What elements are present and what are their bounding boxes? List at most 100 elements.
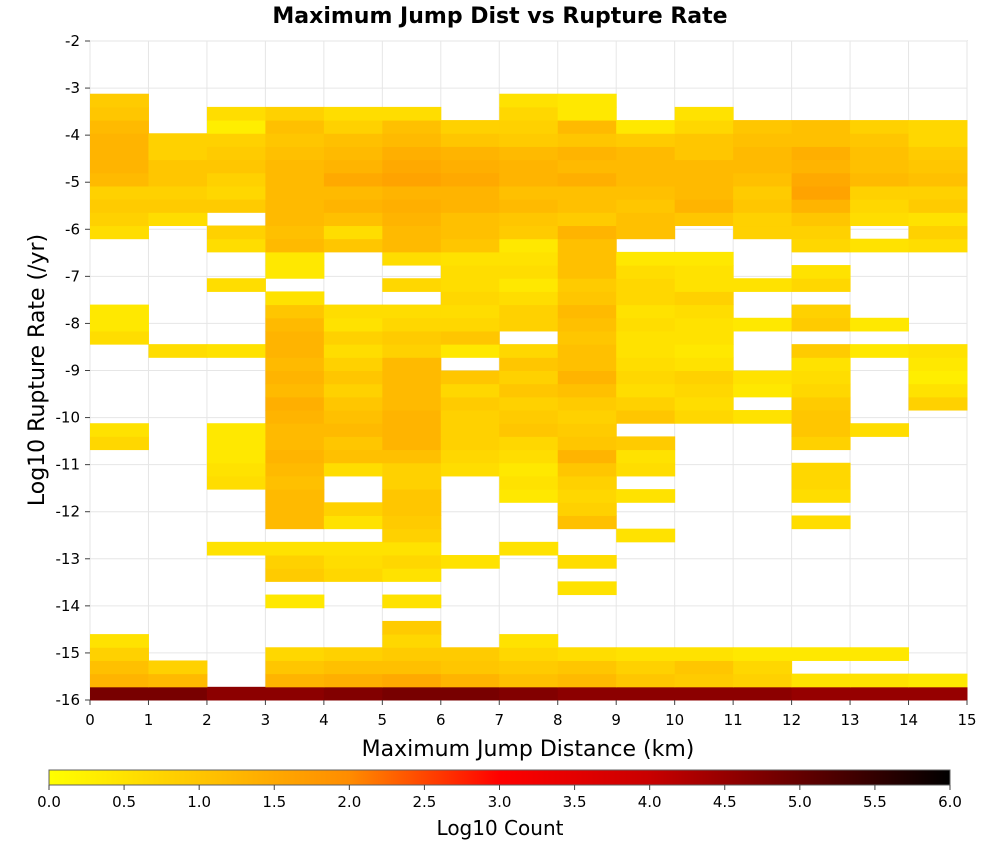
heatmap-cell [616, 278, 676, 292]
heatmap-cell [557, 383, 617, 398]
heatmap-cell [382, 594, 442, 609]
heatmap-cell [148, 673, 208, 688]
y-tick-label: -6 [65, 220, 80, 238]
heatmap-cell [850, 344, 910, 358]
heatmap-cell [557, 278, 617, 292]
heatmap-cell [850, 120, 910, 134]
heatmap-cell [265, 594, 325, 609]
heatmap-cell [733, 146, 793, 161]
heatmap-cell [382, 568, 442, 582]
heatmap-cell [382, 647, 442, 661]
heatmap-cell [908, 185, 968, 200]
heatmap-cell [557, 396, 617, 411]
heatmap-cell [557, 212, 617, 227]
heatmap-cell [733, 660, 793, 675]
heatmap-cell [791, 370, 851, 385]
heatmap-cell [616, 410, 676, 424]
heatmap-cell [323, 515, 383, 530]
heatmap-cell [791, 133, 851, 147]
heatmap-cell [382, 133, 442, 147]
x-tick-label: 11 [724, 711, 743, 729]
heatmap-cell [791, 185, 851, 200]
heatmap-cell [382, 475, 442, 490]
heatmap-cell [674, 146, 734, 161]
heatmap-cell [323, 436, 383, 451]
heatmap-cell [499, 357, 559, 371]
heatmap-cell [440, 370, 500, 385]
heatmap-cell [90, 686, 149, 701]
heatmap-cell [616, 647, 676, 661]
heatmap-cell [440, 199, 500, 213]
x-tick-label: 6 [436, 711, 446, 729]
heatmap-cell [265, 647, 325, 661]
heatmap-cell [265, 199, 325, 213]
y-tick-label: -8 [65, 314, 80, 332]
heatmap-cell [323, 212, 383, 227]
heatmap-cell [674, 185, 734, 200]
heatmap-cell [616, 330, 676, 345]
heatmap-cell [674, 251, 734, 266]
heatmap-cell [382, 304, 442, 319]
heatmap-cell [323, 159, 383, 174]
heatmap-cell [265, 265, 325, 279]
heatmap-cell [791, 686, 851, 701]
heatmap-cell [323, 568, 383, 582]
heatmap-cell [499, 383, 559, 398]
heatmap-cell [323, 660, 383, 675]
heatmap-cell [557, 423, 617, 437]
heatmap-cell [90, 647, 149, 661]
heatmap-cell [148, 185, 208, 200]
heatmap-cell [382, 120, 442, 134]
heatmap-cell [265, 475, 325, 490]
colorbar-tick-label: 3.5 [563, 793, 587, 811]
heatmap-cell [265, 449, 325, 464]
heatmap-cell [206, 686, 266, 701]
colorbar-tick-label: 2.5 [412, 793, 436, 811]
heatmap-cell [382, 370, 442, 385]
heatmap-cell [908, 199, 968, 213]
heatmap-cell [90, 185, 149, 200]
heatmap-cell [557, 330, 617, 345]
heatmap-cell [323, 199, 383, 213]
heatmap-cell [382, 357, 442, 371]
heatmap-cell [440, 410, 500, 424]
heatmap-cell [908, 146, 968, 161]
heatmap-cell [265, 291, 325, 306]
heatmap-cell [440, 133, 500, 147]
heatmap-cell [265, 568, 325, 582]
heatmap-cell [674, 344, 734, 358]
x-tick-label: 8 [553, 711, 563, 729]
heatmap-cell [265, 489, 325, 503]
heatmap-cell [499, 541, 559, 556]
heatmap-cell [265, 423, 325, 437]
heatmap-cell [908, 120, 968, 134]
heatmap-cell [674, 265, 734, 279]
heatmap-cell [674, 212, 734, 227]
heatmap-cell [382, 515, 442, 530]
x-tick-label: 14 [899, 711, 918, 729]
heatmap-cell [382, 212, 442, 227]
heatmap-cell [850, 238, 910, 253]
heatmap-cell [908, 673, 968, 688]
heatmap-cell [323, 673, 383, 688]
heatmap-cell [323, 185, 383, 200]
heatmap-cell [265, 106, 325, 121]
heatmap-cell [499, 462, 559, 477]
heatmap-cell [90, 172, 149, 187]
heatmap-cell [440, 555, 500, 569]
heatmap-cell [90, 133, 149, 147]
colorbar-tick-label: 0.0 [37, 793, 61, 811]
heatmap-cell [206, 133, 266, 147]
heatmap-cell [616, 146, 676, 161]
heatmap-cell [90, 673, 149, 688]
y-tick-label: -2 [65, 32, 80, 50]
heatmap-cell [616, 528, 676, 543]
y-axis-label: Log10 Rupture Rate (/yr) [25, 234, 50, 506]
heatmap-cell [674, 199, 734, 213]
heatmap-cell [499, 238, 559, 253]
heatmap-cell [674, 133, 734, 147]
heatmap-cell [908, 370, 968, 385]
heatmap-cell [499, 396, 559, 411]
heatmap-cell [557, 449, 617, 464]
heatmap-cell [499, 93, 559, 108]
